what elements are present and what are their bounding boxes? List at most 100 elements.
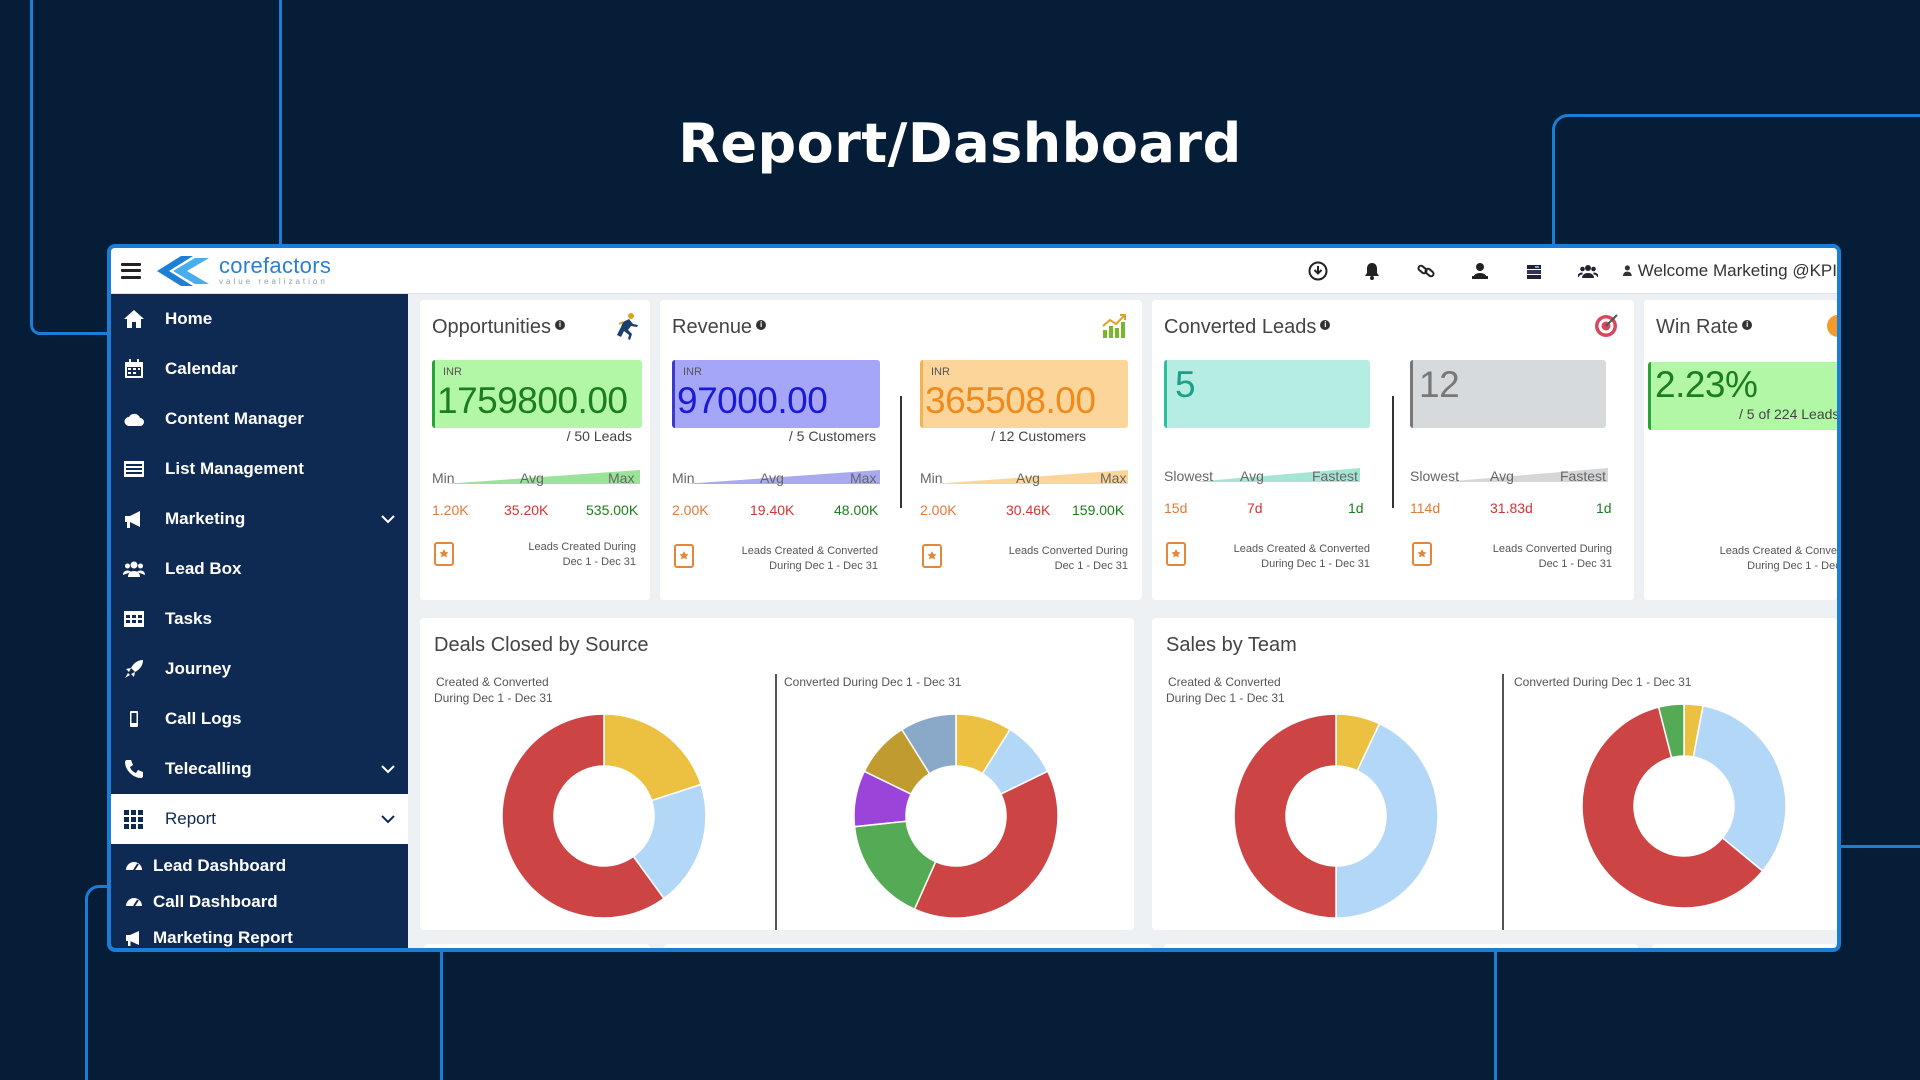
avg-value: 35.20K	[504, 502, 549, 518]
agent-icon[interactable]	[1453, 248, 1507, 294]
revenue-converted-sub: / 12 Customers	[991, 428, 1086, 444]
sidebar-item-telecalling[interactable]: Telecalling	[111, 744, 408, 794]
footnote-line: Leads Created During	[528, 541, 636, 553]
info-icon[interactable]: i	[1320, 319, 1331, 330]
donut-slice[interactable]	[603, 713, 702, 802]
sidebar-subitem-call-dashboard[interactable]: Call Dashboard	[111, 884, 408, 920]
sidebar-item-label: Tasks	[165, 609, 212, 628]
bell-icon[interactable]	[1345, 248, 1399, 294]
logo-tagline: value realization	[219, 276, 328, 286]
win-rate-value: 2.23%	[1655, 364, 1758, 405]
gauge-icon	[125, 893, 145, 911]
sidebar-item-label: Marketing	[165, 509, 246, 528]
fastest-value: 1d	[1596, 500, 1612, 516]
sidebar-item-list-management[interactable]: List Management	[111, 444, 408, 494]
footnote-line: During Dec 1 - Dec 31	[1747, 560, 1837, 572]
footnote: Leads Converted During Dec 1 - Dec 31	[1009, 544, 1128, 574]
sidebar-item-calendar[interactable]: Calendar	[111, 344, 408, 394]
users-icon[interactable]	[1561, 248, 1615, 294]
min-label: Min	[672, 470, 695, 486]
dashboard-main: Opportunities i INR 1759800.00 / 50 Leads…	[408, 294, 1837, 948]
sidebar-item-label: Call Logs	[165, 709, 242, 728]
sidebar-item-tasks[interactable]: Tasks	[111, 594, 408, 644]
deals-by-source-chart: Deals Closed by Source Created & Convert…	[420, 618, 1134, 930]
info-icon[interactable]: i	[1742, 319, 1753, 330]
card-title-text: Revenue	[672, 316, 753, 338]
sidebar-item-marketing[interactable]: Marketing	[111, 494, 408, 544]
sidebar: Home Calendar Content Manager List Manag…	[111, 294, 408, 948]
donut-slice[interactable]	[1335, 722, 1439, 919]
page-title: Report/Dashboard	[678, 112, 1242, 175]
opportunities-value: 1759800.00	[437, 380, 628, 421]
donut-slice[interactable]	[501, 713, 666, 919]
sidebar-item-content-manager[interactable]: Content Manager	[111, 394, 408, 444]
welcome-user[interactable]: Welcome Marketing @KPI	[1623, 261, 1837, 281]
chart-title: Deals Closed by Source	[434, 634, 649, 656]
caption-line: During Dec 1 - Dec 31	[1166, 691, 1285, 705]
sidebar-item-home[interactable]: Home	[111, 294, 408, 344]
info-icon[interactable]: i	[756, 319, 767, 330]
logo[interactable]: corefactors value realization	[155, 254, 331, 288]
sidebar-item-lead-box[interactable]: Lead Box	[111, 544, 408, 594]
donut-slice[interactable]	[1692, 704, 1787, 873]
chart-title: Sales by Team	[1166, 634, 1297, 656]
decorative-line	[1552, 114, 1920, 244]
converted-value-box: 5	[1164, 360, 1370, 428]
revenue-converted-value: 365508.00	[925, 380, 1096, 421]
donut-slice[interactable]	[913, 770, 1059, 919]
sidebar-item-label: Lead Box	[165, 559, 242, 578]
user-icon	[1623, 265, 1632, 276]
donut-slice[interactable]	[1233, 713, 1337, 919]
range-bar	[932, 470, 1128, 484]
max-value: 159.00K	[1072, 502, 1125, 518]
footnote-line: Dec 1 - Dec 31	[1054, 560, 1128, 572]
chevron-down-icon[interactable]	[380, 811, 396, 827]
divider	[1392, 396, 1394, 508]
win-rate-card: Win Rate i 2.23% / 5 of 224 Leads Leads C…	[1644, 300, 1837, 600]
chevron-down-icon[interactable]	[380, 511, 396, 527]
card-stub	[424, 944, 650, 948]
sidebar-subitem-lead-dashboard[interactable]: Lead Dashboard	[111, 848, 408, 884]
rocket-icon	[121, 657, 147, 681]
divider	[1502, 674, 1504, 930]
table-icon	[121, 607, 147, 631]
donut-slice[interactable]	[632, 783, 707, 900]
menu-icon[interactable]	[121, 262, 141, 279]
card-stub	[1652, 944, 1837, 948]
avg-label: Avg	[1490, 468, 1514, 484]
sales-by-team-chart: Sales by Team Created & Converted During…	[1152, 618, 1837, 930]
sidebar-item-label: List Management	[165, 459, 304, 478]
slowest-value: 15d	[1164, 500, 1188, 516]
sidebar-item-label: Telecalling	[165, 759, 252, 778]
database-icon[interactable]	[1507, 248, 1561, 294]
info-icon[interactable]: i	[554, 319, 565, 330]
caption-line: Created & Converted	[436, 675, 549, 689]
sidebar-item-label: Journey	[165, 659, 232, 678]
donut-slice[interactable]	[900, 713, 957, 775]
link-icon[interactable]	[1399, 248, 1453, 294]
footnote-line: During Dec 1 - Dec 31	[1261, 558, 1370, 570]
donut-slice[interactable]	[1657, 703, 1685, 759]
chevron-down-icon[interactable]	[380, 761, 396, 777]
card-title: Opportunities i	[432, 316, 565, 339]
win-rate-value-box: 2.23% / 5 of 224 Leads	[1648, 362, 1837, 430]
sidebar-item-call-logs[interactable]: Call Logs	[111, 694, 408, 744]
range-bar	[1192, 468, 1360, 482]
download-icon[interactable]	[1291, 248, 1345, 294]
sidebar-item-report[interactable]: Report	[111, 794, 408, 844]
megaphone-icon	[125, 929, 145, 947]
decorative-line	[1836, 845, 1920, 1080]
fastest-label: Fastest	[1312, 468, 1358, 484]
donut-slice[interactable]	[1581, 706, 1764, 909]
converted-during-value: 12	[1419, 364, 1460, 405]
opportunities-value-box: INR 1759800.00	[432, 360, 642, 428]
sidebar-item-journey[interactable]: Journey	[111, 644, 408, 694]
sidebar-item-label: Content Manager	[165, 409, 304, 428]
sidebar-subitem-marketing-report[interactable]: Marketing Report	[111, 920, 408, 948]
avg-label: Avg	[520, 470, 544, 486]
revenue-card: Revenue i INR 97000.00 / 5 Customers Min …	[660, 300, 1142, 600]
list-icon	[121, 457, 147, 481]
certificate-icon	[1412, 542, 1432, 566]
footnote-line: Leads Created & Converted	[1233, 543, 1370, 555]
mobile-icon	[121, 707, 147, 731]
